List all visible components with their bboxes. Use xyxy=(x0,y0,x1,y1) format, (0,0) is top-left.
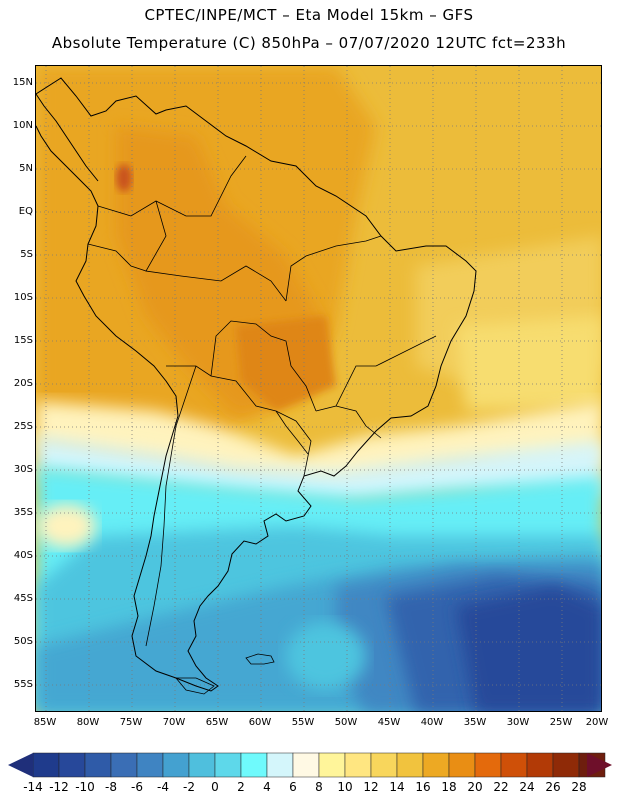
lon-label-55w: 55W xyxy=(291,717,315,728)
lon-label-60w: 60W xyxy=(248,717,272,728)
lat-label-35s: 35S xyxy=(13,507,33,518)
colorbar-cell xyxy=(84,752,112,778)
tierra-del-fuego xyxy=(175,677,215,695)
lon-label-85w: 85W xyxy=(33,717,57,728)
central-america-coastline xyxy=(36,93,99,182)
colorbar-tick-label: 20 xyxy=(467,780,483,794)
map-title-line2: Absolute Temperature (C) 850hPa – 07/07/… xyxy=(51,34,567,52)
colorbar-tick-label: -6 xyxy=(131,780,143,794)
lon-label-30w: 30W xyxy=(506,717,530,728)
lon-label-50w: 50W xyxy=(334,717,358,728)
country-borders xyxy=(87,155,437,647)
falkland-islands xyxy=(245,653,275,665)
colorbar-cell xyxy=(162,752,190,778)
colorbar-tick-label: -12 xyxy=(49,780,69,794)
colorbar-cell xyxy=(526,752,554,778)
colorbar-tick-label: 28 xyxy=(571,780,587,794)
colorbar-tick-label: 0 xyxy=(211,780,219,794)
colorbar-tick-label: 24 xyxy=(519,780,535,794)
map-title-line1: CPTEC/INPE/MCT – Eta Model 15km – GFS xyxy=(144,6,474,24)
colorbar-cell xyxy=(552,752,580,778)
south-america-coastline xyxy=(36,77,477,692)
temperature-map xyxy=(35,65,602,712)
colorbar-cell xyxy=(344,752,372,778)
colorbar-tick-label: -14 xyxy=(23,780,43,794)
colorbar-cell xyxy=(318,752,346,778)
colorbar-tick-label: 2 xyxy=(237,780,245,794)
lat-label-45s: 45S xyxy=(13,593,33,604)
colorbar-cell xyxy=(214,752,242,778)
colorbar-cell xyxy=(240,752,268,778)
gridlines xyxy=(36,66,601,711)
lon-label-75w: 75W xyxy=(119,717,143,728)
colorbar-tick-label: 6 xyxy=(289,780,297,794)
temperature-field xyxy=(36,66,601,711)
colorbar-tick-label: -2 xyxy=(183,780,195,794)
temperature-colorbar xyxy=(8,752,612,778)
lat-label-40s: 40S xyxy=(13,550,33,561)
colorbar-tick-label: 10 xyxy=(337,780,353,794)
field-band-12 xyxy=(456,316,601,411)
colorbar-low-arrow xyxy=(8,753,33,777)
colorbar-cell xyxy=(448,752,476,778)
colorbar-tick-label: 12 xyxy=(363,780,379,794)
field-band-m12 xyxy=(456,586,601,711)
colorbar-tick-label: 18 xyxy=(441,780,457,794)
colorbar-cell xyxy=(136,752,164,778)
lon-label-70w: 70W xyxy=(162,717,186,728)
colorbar-tick-label: -10 xyxy=(75,780,95,794)
colorbar-cell xyxy=(500,752,528,778)
lon-label-25w: 25W xyxy=(549,717,573,728)
lat-label-15s: 15S xyxy=(13,335,33,346)
lat-label-10n: 10N xyxy=(12,120,33,131)
colorbar-cell xyxy=(266,752,294,778)
colorbar-cell xyxy=(474,752,502,778)
lon-label-35w: 35W xyxy=(463,717,487,728)
colorbar-tick-label: -4 xyxy=(157,780,169,794)
field-warm-blob xyxy=(286,622,366,690)
lat-label-eq: EQ xyxy=(18,206,33,217)
field-hotspot-andes xyxy=(116,164,132,192)
colorbar-tick-label: -8 xyxy=(105,780,117,794)
lat-label-15n: 15N xyxy=(12,77,33,88)
colorbar-tick-label: 22 xyxy=(493,780,509,794)
lon-label-40w: 40W xyxy=(420,717,444,728)
lon-label-80w: 80W xyxy=(76,717,100,728)
colorbar-cell xyxy=(396,752,424,778)
lat-label-55s: 55S xyxy=(13,679,33,690)
field-band-20 xyxy=(236,316,336,411)
colorbar-tick-label: 16 xyxy=(415,780,431,794)
colorbar-high-arrow xyxy=(587,753,612,777)
colorbar-cell xyxy=(188,752,216,778)
colorbar-cell xyxy=(110,752,138,778)
lon-label-20w: 20W xyxy=(585,717,609,728)
lat-label-50s: 50S xyxy=(13,636,33,647)
colorbar-tick-label: 26 xyxy=(545,780,561,794)
lat-label-5n: 5N xyxy=(19,163,33,174)
colorbar-tick-label: 14 xyxy=(389,780,405,794)
lat-label-30s: 30S xyxy=(13,464,33,475)
field-warm-pocket xyxy=(36,504,96,548)
lon-label-45w: 45W xyxy=(377,717,401,728)
colorbar-cell xyxy=(422,752,450,778)
colorbar-tick-label: 8 xyxy=(315,780,323,794)
colorbar-cell xyxy=(370,752,398,778)
colorbar-cell xyxy=(58,752,86,778)
colorbar-cell xyxy=(32,752,60,778)
colorbar-tick-label: 4 xyxy=(263,780,271,794)
lon-label-65w: 65W xyxy=(205,717,229,728)
lat-label-20s: 20S xyxy=(13,378,33,389)
lat-label-5s: 5S xyxy=(20,249,33,260)
lat-label-10s: 10S xyxy=(13,292,33,303)
colorbar-cell xyxy=(292,752,320,778)
lat-label-25s: 25S xyxy=(13,421,33,432)
